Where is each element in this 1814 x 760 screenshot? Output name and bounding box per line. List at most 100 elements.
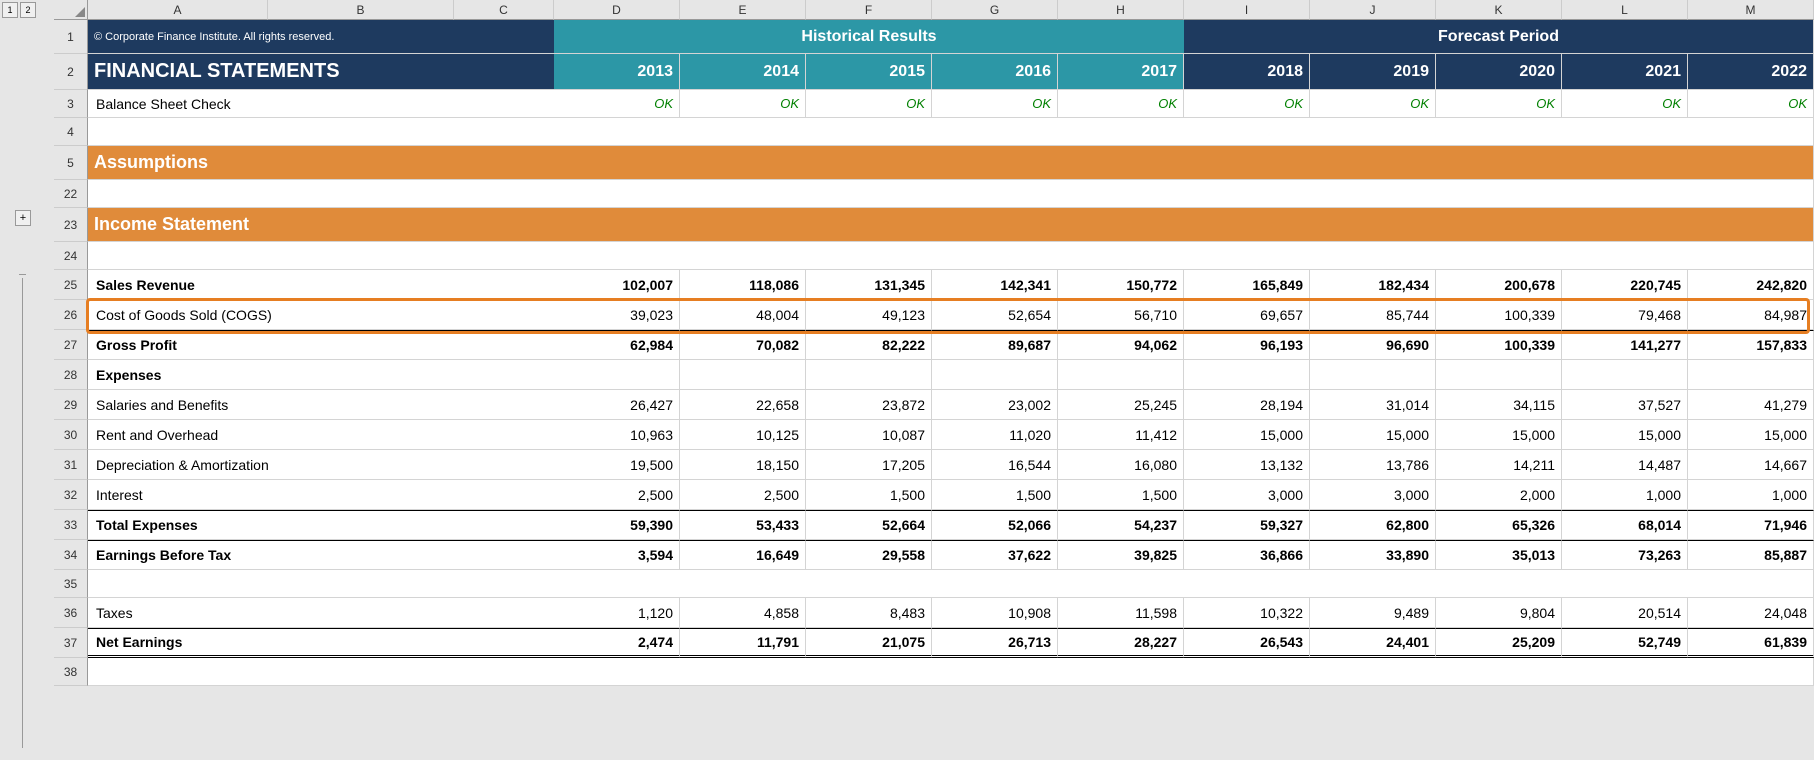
rent-2021[interactable]: 15,000: [1562, 420, 1688, 450]
totexp-2016[interactable]: 52,066: [932, 510, 1058, 540]
salaries-2021[interactable]: 37,527: [1562, 390, 1688, 420]
select-all-corner[interactable]: [54, 0, 88, 20]
assumptions-header[interactable]: Assumptions: [88, 146, 1814, 180]
sales-2021[interactable]: 220,745: [1562, 270, 1688, 300]
gross-2018[interactable]: 96,193: [1184, 330, 1310, 360]
interest-2014[interactable]: 2,500: [680, 480, 806, 510]
col-header-A[interactable]: A: [88, 0, 268, 20]
totexp-2020[interactable]: 65,326: [1436, 510, 1562, 540]
netearn-2022[interactable]: 61,839: [1688, 628, 1814, 658]
col-header-F[interactable]: F: [806, 0, 932, 20]
depr-2015[interactable]: 17,205: [806, 450, 932, 480]
empty-cell[interactable]: [88, 118, 1814, 146]
ebt-2020[interactable]: 35,013: [1436, 540, 1562, 570]
ok-2019[interactable]: OK: [1310, 90, 1436, 118]
data-cell[interactable]: [1310, 360, 1436, 390]
year-2019[interactable]: 2019: [1310, 54, 1436, 90]
sales-2020[interactable]: 200,678: [1436, 270, 1562, 300]
cogs-2022[interactable]: 84,987: [1688, 300, 1814, 330]
rent-2020[interactable]: 15,000: [1436, 420, 1562, 450]
depr-2020[interactable]: 14,211: [1436, 450, 1562, 480]
row-header-32[interactable]: 32: [54, 480, 88, 510]
outline-expand-button[interactable]: +: [15, 210, 31, 226]
empty-cell[interactable]: [88, 658, 1814, 686]
row-header-28[interactable]: 28: [54, 360, 88, 390]
rent-2018[interactable]: 15,000: [1184, 420, 1310, 450]
depr-2022[interactable]: 14,667: [1688, 450, 1814, 480]
sales-label[interactable]: Sales Revenue: [88, 270, 554, 300]
gross-2021[interactable]: 141,277: [1562, 330, 1688, 360]
row-header-25[interactable]: 25: [54, 270, 88, 300]
cogs-2017[interactable]: 56,710: [1058, 300, 1184, 330]
ok-2016[interactable]: OK: [932, 90, 1058, 118]
sales-2017[interactable]: 150,772: [1058, 270, 1184, 300]
netearn-label[interactable]: Net Earnings: [88, 628, 554, 658]
copyright-text[interactable]: © Corporate Finance Institute. All right…: [88, 20, 554, 54]
col-header-H[interactable]: H: [1058, 0, 1184, 20]
depr-label[interactable]: Depreciation & Amortization: [88, 450, 554, 480]
salaries-2014[interactable]: 22,658: [680, 390, 806, 420]
netearn-2014[interactable]: 11,791: [680, 628, 806, 658]
col-header-J[interactable]: J: [1310, 0, 1436, 20]
ok-2020[interactable]: OK: [1436, 90, 1562, 118]
salaries-2018[interactable]: 28,194: [1184, 390, 1310, 420]
cogs-2016[interactable]: 52,654: [932, 300, 1058, 330]
sales-2018[interactable]: 165,849: [1184, 270, 1310, 300]
totexp-2018[interactable]: 59,327: [1184, 510, 1310, 540]
taxes-2021[interactable]: 20,514: [1562, 598, 1688, 628]
interest-2017[interactable]: 1,500: [1058, 480, 1184, 510]
col-header-C[interactable]: C: [454, 0, 554, 20]
sales-2016[interactable]: 142,341: [932, 270, 1058, 300]
cogs-2015[interactable]: 49,123: [806, 300, 932, 330]
netearn-2013[interactable]: 2,474: [554, 628, 680, 658]
row-header-23[interactable]: 23: [54, 208, 88, 242]
salaries-2013[interactable]: 26,427: [554, 390, 680, 420]
col-header-B[interactable]: B: [268, 0, 454, 20]
cogs-2020[interactable]: 100,339: [1436, 300, 1562, 330]
ebt-label[interactable]: Earnings Before Tax: [88, 540, 554, 570]
ebt-2017[interactable]: 39,825: [1058, 540, 1184, 570]
row-header-5[interactable]: 5: [54, 146, 88, 180]
sales-2013[interactable]: 102,007: [554, 270, 680, 300]
ebt-2015[interactable]: 29,558: [806, 540, 932, 570]
year-2021[interactable]: 2021: [1562, 54, 1688, 90]
gross-2016[interactable]: 89,687: [932, 330, 1058, 360]
row-header-1[interactable]: 1: [54, 20, 88, 54]
row-header-34[interactable]: 34: [54, 540, 88, 570]
rent-2016[interactable]: 11,020: [932, 420, 1058, 450]
gross-2015[interactable]: 82,222: [806, 330, 932, 360]
empty-cell[interactable]: [88, 242, 1814, 270]
depr-2014[interactable]: 18,150: [680, 450, 806, 480]
interest-2016[interactable]: 1,500: [932, 480, 1058, 510]
totexp-2021[interactable]: 68,014: [1562, 510, 1688, 540]
year-2013[interactable]: 2013: [554, 54, 680, 90]
col-header-L[interactable]: L: [1562, 0, 1688, 20]
row-header-36[interactable]: 36: [54, 598, 88, 628]
gross-2022[interactable]: 157,833: [1688, 330, 1814, 360]
income-statement-header[interactable]: Income Statement: [88, 208, 1814, 242]
historical-header[interactable]: Historical Results: [554, 20, 1184, 54]
ok-2013[interactable]: OK: [554, 90, 680, 118]
year-2020[interactable]: 2020: [1436, 54, 1562, 90]
interest-label[interactable]: Interest: [88, 480, 554, 510]
col-header-E[interactable]: E: [680, 0, 806, 20]
interest-2015[interactable]: 1,500: [806, 480, 932, 510]
col-header-K[interactable]: K: [1436, 0, 1562, 20]
ebt-2016[interactable]: 37,622: [932, 540, 1058, 570]
empty-cell[interactable]: [88, 180, 1814, 208]
title-cell[interactable]: FINANCIAL STATEMENTS: [88, 54, 554, 90]
col-header-D[interactable]: D: [554, 0, 680, 20]
totexp-2014[interactable]: 53,433: [680, 510, 806, 540]
rent-label[interactable]: Rent and Overhead: [88, 420, 554, 450]
data-cell[interactable]: [1688, 360, 1814, 390]
row-header-26[interactable]: 26: [54, 300, 88, 330]
row-header-30[interactable]: 30: [54, 420, 88, 450]
forecast-header[interactable]: Forecast Period: [1184, 20, 1814, 54]
year-2016[interactable]: 2016: [932, 54, 1058, 90]
taxes-2018[interactable]: 10,322: [1184, 598, 1310, 628]
gross-2014[interactable]: 70,082: [680, 330, 806, 360]
ok-2015[interactable]: OK: [806, 90, 932, 118]
cogs-2019[interactable]: 85,744: [1310, 300, 1436, 330]
year-2018[interactable]: 2018: [1184, 54, 1310, 90]
salaries-2022[interactable]: 41,279: [1688, 390, 1814, 420]
